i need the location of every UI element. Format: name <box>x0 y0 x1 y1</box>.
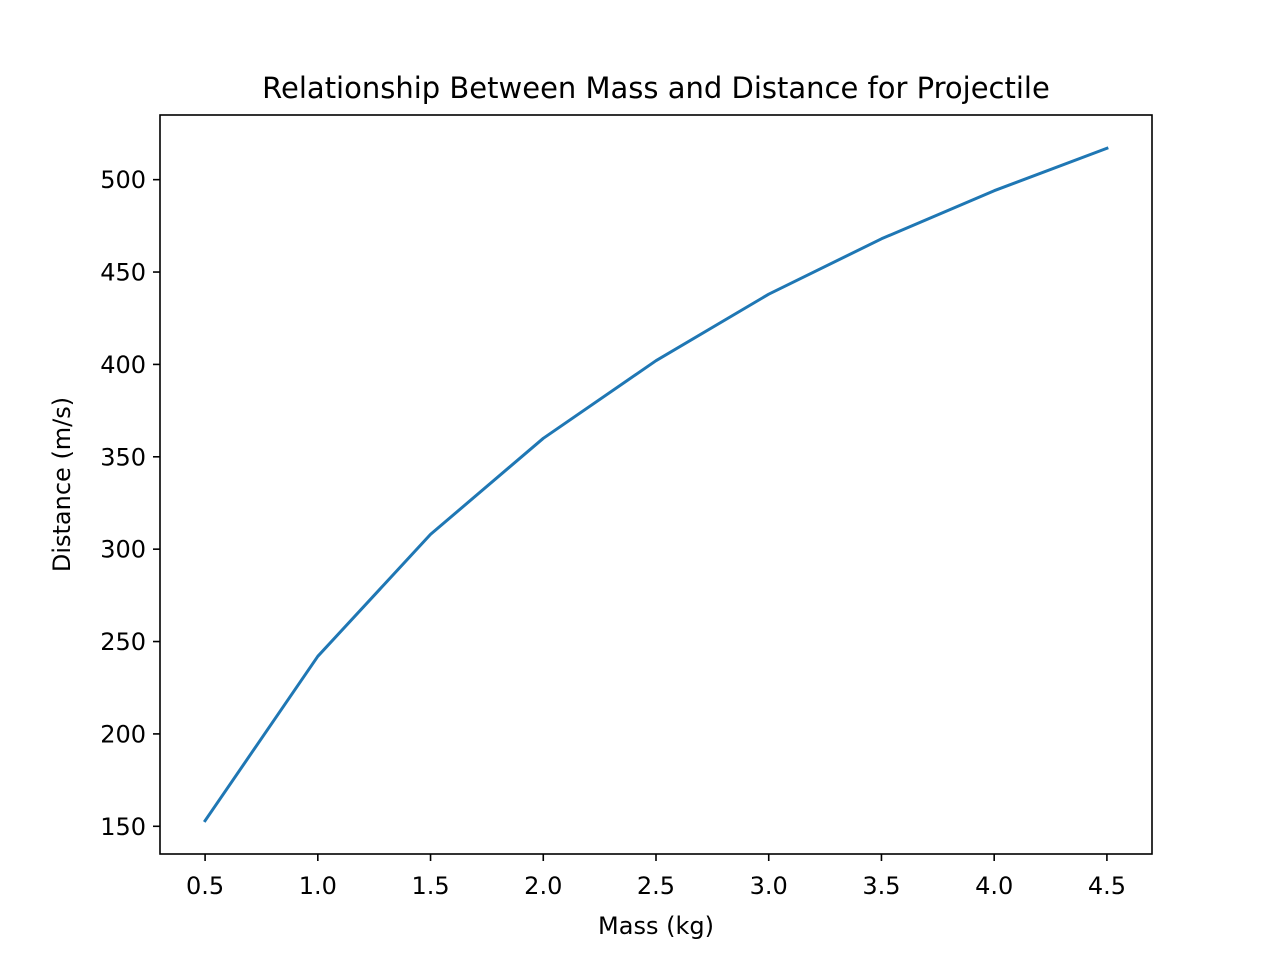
y-tick-label: 400 <box>100 351 146 379</box>
x-tick-label: 2.5 <box>637 872 675 900</box>
y-tick-label: 250 <box>100 628 146 656</box>
x-tick-label: 2.0 <box>524 872 562 900</box>
series-line <box>203 146 1109 823</box>
x-tick-label: 1.0 <box>299 872 337 900</box>
x-tick-label: 3.0 <box>750 872 788 900</box>
plot-background <box>160 115 1152 854</box>
y-tick-label: 200 <box>100 720 146 748</box>
y-axis-ticks: 150 200 250 300 350 400 450 500 <box>100 166 160 841</box>
x-axis-ticks: 0.5 1.0 1.5 2.0 2.5 3.0 3.5 4.0 4.5 <box>186 854 1126 900</box>
x-axis-label: Mass (kg) <box>598 912 714 940</box>
y-axis-label: Distance (m/s) <box>48 397 76 572</box>
y-tick-label: 450 <box>100 259 146 287</box>
x-tick-label: 0.5 <box>186 872 224 900</box>
x-tick-label: 4.5 <box>1088 872 1126 900</box>
x-tick-label: 3.5 <box>862 872 900 900</box>
plot-area <box>160 115 1152 854</box>
x-tick-label: 1.5 <box>411 872 449 900</box>
y-tick-label: 300 <box>100 536 146 564</box>
chart-title: Relationship Between Mass and Distance f… <box>262 71 1050 105</box>
y-tick-label: 350 <box>100 443 146 471</box>
x-tick-label: 4.0 <box>975 872 1013 900</box>
y-tick-label: 500 <box>100 166 146 194</box>
y-tick-label: 150 <box>100 813 146 841</box>
plot-frame <box>159 114 1153 855</box>
